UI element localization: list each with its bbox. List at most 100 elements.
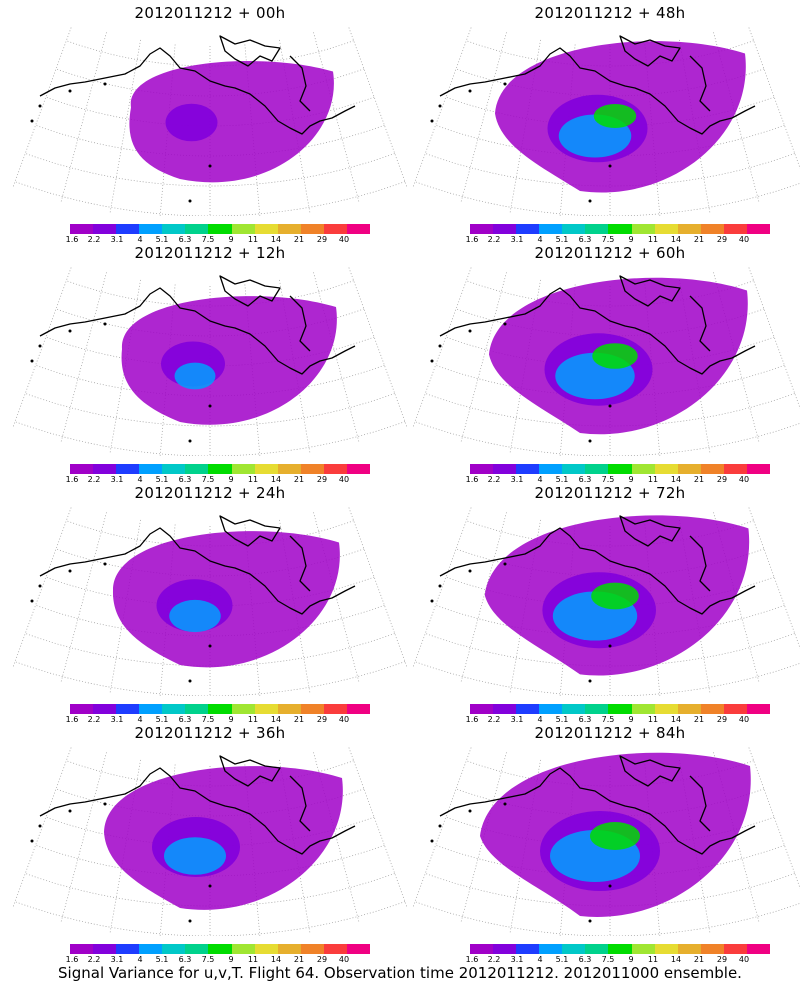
colorbar-tick-label: 14 [670, 475, 682, 484]
colorbar-tick-label: 40 [738, 235, 750, 244]
polar-map [13, 746, 407, 936]
colorbar-tick-label: 7.5 [601, 715, 615, 724]
colorbar-tick-label: 11 [247, 715, 259, 724]
island [38, 344, 42, 348]
variance-region-peak [590, 822, 640, 850]
colorbar-tick-label: 5.1 [155, 235, 169, 244]
colorbar-tick-label: 9 [628, 955, 634, 964]
island [208, 164, 212, 168]
colorbar-swatch [116, 944, 140, 954]
island [438, 344, 442, 348]
colorbar-tick-label: 40 [338, 955, 350, 964]
colorbar-tick-label: 14 [670, 235, 682, 244]
colorbar-tick-label: 6.3 [578, 235, 592, 244]
colorbar-swatch [139, 224, 163, 234]
latitude-gridline [414, 901, 800, 936]
colorbar-swatch [139, 464, 163, 474]
colorbar-tick-label: 40 [338, 475, 350, 484]
colorbar [70, 704, 371, 714]
latitude-gridline [455, 548, 765, 577]
meridian-gridline [347, 266, 407, 427]
island [103, 322, 107, 326]
variance-region-high [164, 837, 226, 875]
island [438, 104, 442, 108]
colorbar-swatch [70, 944, 94, 954]
colorbar-tick-label: 1.6 [65, 955, 79, 964]
island [468, 569, 472, 573]
island [103, 562, 107, 566]
latitude-gridline [466, 40, 754, 67]
coastline [439, 755, 756, 855]
variance-field [489, 277, 748, 435]
meridian-gridline [347, 506, 407, 667]
colorbar-swatch [254, 224, 278, 234]
forecast-panel: 2012011212 + 24h 1.6 2.2 3.1 4 5.1 6.3 7.5 9 11 14… [10, 480, 410, 726]
forecast-panel: 2012011212 + 84h 1.6 2.2 3.1 4 5.1 6.3 7.5 9 11 14… [410, 720, 800, 966]
meridian-gridline [347, 26, 407, 187]
colorbar-tick-label: 4 [137, 955, 143, 964]
latitude-gridline [414, 661, 800, 696]
colorbar-swatch [746, 704, 771, 714]
latitude-gridline [455, 788, 765, 817]
latitude-gridline [14, 901, 406, 936]
colorbar-swatch [654, 224, 678, 234]
colorbar-swatch [208, 224, 232, 234]
island [438, 584, 442, 588]
colorbar-swatch [116, 704, 140, 714]
colorbar-tick-label: 2.2 [87, 715, 101, 724]
colorbar-tick-label: 2.2 [487, 955, 501, 964]
meridian-gridline [747, 26, 800, 170]
colorbar-swatch [470, 944, 494, 954]
colorbar-tick-label: 11 [247, 475, 259, 484]
colorbar-tick-label: 3.1 [110, 475, 124, 484]
meridian-gridline [109, 39, 141, 213]
colorbar-tick-label: 21 [693, 715, 705, 724]
meridian-gridline [460, 512, 507, 682]
island [208, 884, 212, 888]
colorbar-tick-label: 21 [693, 955, 705, 964]
colorbar-swatch [677, 464, 701, 474]
colorbar-swatch [346, 464, 371, 474]
latitude-gridline [455, 68, 765, 97]
colorbar-tick-label: 21 [293, 955, 305, 964]
colorbar-tick-label: 4 [137, 715, 143, 724]
island [430, 599, 434, 603]
colorbar-swatch [631, 464, 655, 474]
colorbar-tick-label: 2.2 [487, 235, 501, 244]
colorbar [70, 944, 371, 954]
colorbar-swatch [93, 224, 117, 234]
island [103, 82, 107, 86]
panel-title: 2012011212 + 12h [134, 244, 286, 262]
colorbar-swatch [723, 224, 747, 234]
latitude-gridline [66, 760, 354, 787]
forecast-panel: 2012011212 + 00h 1.6 2.2 3.1 4 5.1 6.3 7.5 9 11 14… [10, 0, 410, 246]
colorbar-swatch [654, 464, 678, 474]
colorbar-swatch [231, 464, 255, 474]
colorbar [470, 704, 771, 714]
variance-region-high [169, 599, 221, 633]
colorbar-swatch [254, 704, 278, 714]
meridian-gridline [60, 32, 107, 202]
meridian-gridline [13, 746, 73, 907]
colorbar-tick-label: 9 [228, 235, 234, 244]
meridian-gridline [13, 506, 73, 667]
coastline [439, 35, 756, 135]
island [588, 679, 592, 683]
colorbar [70, 464, 371, 474]
colorbar-tick-label: 1.6 [465, 235, 479, 244]
colorbar-tick-label: 6.3 [178, 235, 192, 244]
colorbar-swatch [562, 464, 586, 474]
colorbar-swatch [585, 944, 609, 954]
polar-map [413, 26, 800, 216]
meridian-gridline [413, 746, 473, 907]
colorbar-swatch [631, 704, 655, 714]
meridian-gridline [413, 506, 473, 667]
island [30, 839, 34, 843]
variance-region-low [129, 61, 334, 183]
colorbar-tick-label: 40 [738, 715, 750, 724]
colorbar-swatch [700, 704, 724, 714]
colorbar-ticks: 1.6 2.2 3.1 4 5.1 6.3 7.5 9 11 14 21 29 40 [460, 955, 780, 965]
island [68, 809, 72, 813]
colorbar-swatch [70, 464, 94, 474]
colorbar-tick-label: 3.1 [110, 955, 124, 964]
